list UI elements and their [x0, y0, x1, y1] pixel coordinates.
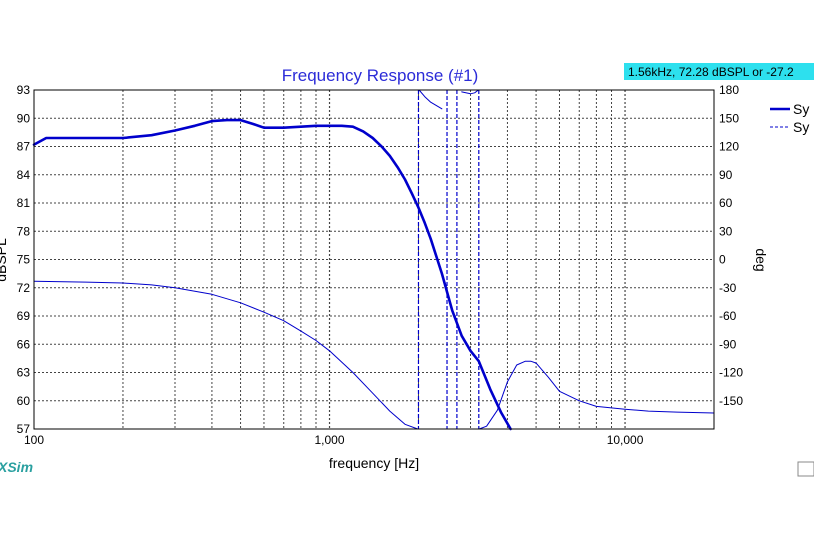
phase-curve	[478, 360, 715, 430]
cursor-readout: 1.56kHz, 72.28 dBSPL or -27.2	[628, 65, 794, 79]
grid	[34, 90, 714, 429]
legend-label-2: Sy	[793, 119, 809, 135]
y-right-tick-label: 180	[719, 83, 739, 97]
y-left-axis-label: dBSPL	[0, 238, 9, 282]
x-tick-label: 1,000	[315, 433, 345, 447]
phase-curve	[418, 89, 443, 110]
y-left-tick-label: 78	[17, 224, 31, 238]
x-axis-label: frequency [Hz]	[329, 455, 419, 471]
y-left-tick-label: 72	[17, 281, 31, 295]
legend: Sy Sy	[770, 101, 809, 135]
y-right-tick-label: 30	[719, 224, 733, 238]
y-right-tick-label: 150	[719, 111, 739, 125]
chart-title: Frequency Response (#1)	[282, 66, 479, 85]
y-right-tick-label: -150	[719, 394, 743, 408]
brand-logo-text: XSim	[0, 459, 33, 475]
y-right-tick-label: 90	[719, 168, 733, 182]
phase-curve	[33, 280, 419, 430]
y-left-tick-label: 93	[17, 83, 31, 97]
spl-curve	[32, 118, 512, 431]
y-left-tick-label: 66	[17, 337, 31, 351]
readout-box: 1.56kHz, 72.28 dBSPL or -27.2	[624, 63, 814, 80]
y-right-tick-labels: -150 -120 -90 -60 -30 0 30 60 90 120 150 180	[719, 83, 743, 408]
corner-widget[interactable]	[797, 461, 814, 477]
series-layer	[32, 89, 715, 431]
legend-label-1: Sy	[793, 101, 809, 117]
phase-curve	[461, 89, 479, 95]
x-tick-label: 100	[24, 433, 44, 447]
y-left-tick-label: 69	[17, 309, 31, 323]
y-left-tick-labels: 57 60 63 66 69 72 75 78 81 84 87 90 93	[17, 83, 31, 436]
y-left-tick-label: 57	[17, 422, 31, 436]
y-right-tick-label: 120	[719, 140, 739, 154]
y-left-tick-label: 75	[17, 253, 31, 267]
y-left-tick-label: 81	[17, 196, 31, 210]
y-left-tick-label: 87	[17, 140, 31, 154]
plot-frame	[33, 89, 715, 430]
y-right-tick-label: -90	[719, 337, 737, 351]
y-left-tick-label: 63	[17, 366, 31, 380]
x-tick-label: 10,000	[607, 433, 644, 447]
y-right-tick-label: 60	[719, 196, 733, 210]
y-left-tick-label: 60	[17, 394, 31, 408]
y-right-tick-label: 0	[719, 253, 726, 267]
y-right-axis-label: deg	[753, 248, 769, 271]
y-left-tick-label: 84	[17, 168, 31, 182]
y-left-tick-label: 90	[17, 111, 31, 125]
y-right-tick-label: -120	[719, 366, 743, 380]
x-tick-labels: 100 1,000 10,000	[24, 433, 644, 447]
y-right-tick-label: -60	[719, 309, 737, 323]
y-right-tick-label: -30	[719, 281, 737, 295]
